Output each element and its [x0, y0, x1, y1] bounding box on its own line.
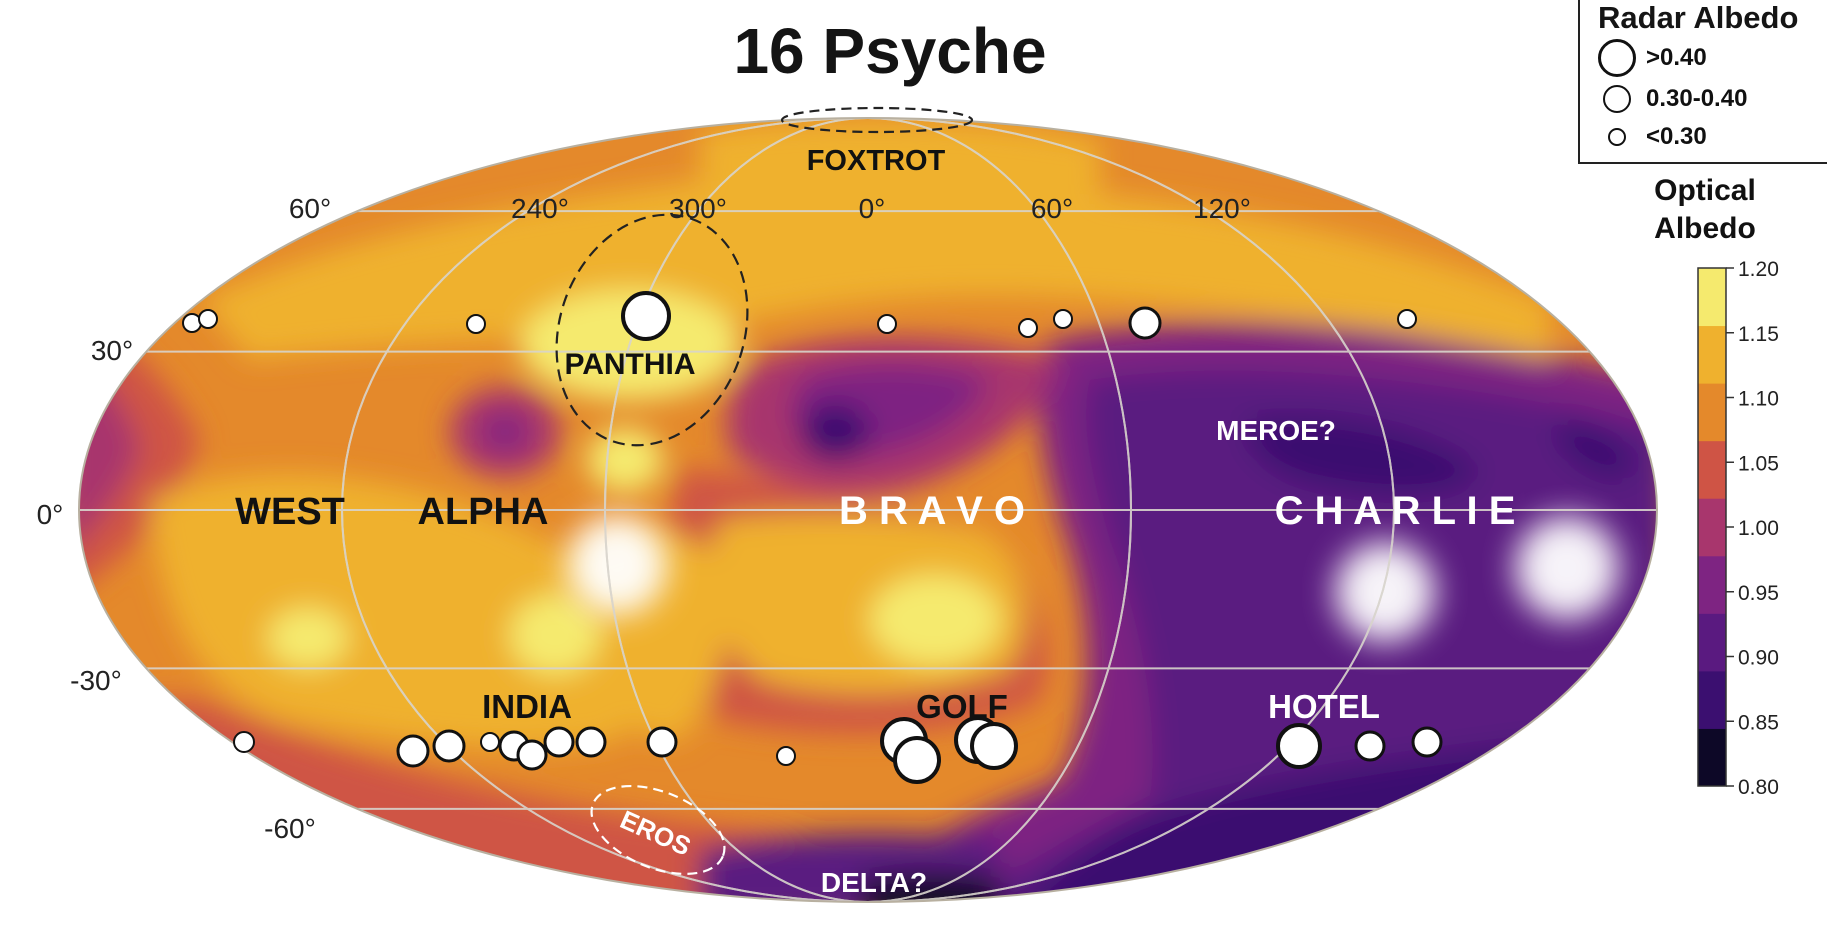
colorbar-segment [1698, 728, 1726, 787]
colorbar-tick-label: 0.90 [1738, 647, 1779, 670]
colorbar-tick-label: 0.85 [1738, 711, 1779, 734]
colorbar-segment [1698, 383, 1726, 442]
lat-label: 0° [37, 499, 64, 530]
radar-point [466, 314, 486, 334]
colorbar-segment [1698, 555, 1726, 614]
lon-label: 300° [669, 193, 727, 224]
colorbar-tick-label: 1.00 [1738, 517, 1779, 540]
radar-point [970, 722, 1018, 770]
radar-point [776, 746, 796, 766]
region-label-west: WEST [235, 491, 345, 533]
lon-label: 60° [289, 193, 331, 224]
region-label-alpha: ALPHA [418, 491, 549, 533]
optical-albedo-colorbar: 0.80 0.85 0.90 0.95 1.00 1.05 1.10 1.15 1.20 [1697, 258, 1779, 799]
region-label-golf: GOLF [916, 688, 1008, 725]
region-label-foxtrot: FOXTROT [807, 145, 946, 177]
radar-point [1053, 309, 1073, 329]
colorbar-segment [1698, 268, 1726, 327]
lon-label: 0° [859, 193, 886, 224]
radar-point [1128, 306, 1162, 340]
region-label-hotel: HOTEL [1268, 688, 1380, 725]
radar-point [646, 726, 678, 758]
radar-point [575, 726, 607, 758]
colorbar-segment [1698, 613, 1726, 672]
meridian-line [604, 118, 1132, 902]
radar-point [877, 314, 897, 334]
radar-point [480, 732, 500, 752]
radar-albedo-legend: Radar Albedo >0.40 0.30-0.40 <0.30 [1578, 0, 1827, 164]
panthia-outline [555, 213, 749, 447]
colorbar-tick-label: 1.05 [1738, 452, 1779, 475]
legend-circle-large-icon [1598, 39, 1636, 77]
region-label-india: INDIA [482, 688, 572, 725]
colorbar-tick-label: 0.80 [1738, 776, 1779, 799]
lon-label: 120° [1193, 193, 1251, 224]
colorbar-tick-label: 1.10 [1738, 388, 1779, 411]
radar-point [516, 739, 548, 771]
radar-point [1018, 318, 1038, 338]
meridian-line [341, 118, 1395, 902]
radar-point [1354, 730, 1386, 762]
albedo-surface [79, 118, 1657, 902]
radar-point [1397, 309, 1417, 329]
legend-item-large: >0.40 [1594, 38, 1707, 78]
legend-item-small: <0.30 [1594, 117, 1707, 157]
legend-circle-small-icon [1608, 128, 1626, 146]
lat-label: -60° [264, 813, 316, 844]
radar-point [621, 291, 671, 341]
colorbar-segment [1698, 440, 1726, 499]
colorbar-segment [1698, 670, 1726, 729]
lon-label: 240° [511, 193, 569, 224]
radar-points [182, 291, 1443, 784]
colorbar-tick-label: 1.20 [1738, 258, 1779, 281]
radar-point [543, 726, 575, 758]
legend-item-medium: 0.30-0.40 [1594, 79, 1747, 119]
radar-point [893, 736, 941, 784]
graticule [79, 118, 1657, 902]
radar-point [198, 309, 218, 329]
radar-glow-spots [567, 515, 1619, 642]
colorbar-segment [1698, 498, 1726, 557]
radar-point [396, 734, 430, 768]
colorbar-tick-label: 1.15 [1738, 323, 1779, 346]
colorbar-title: Optical Albedo [1640, 172, 1770, 248]
map-title: 16 Psyche [733, 15, 1047, 87]
radar-point [1276, 723, 1322, 769]
region-label-meroe: MEROE? [1216, 415, 1336, 446]
legend-circle-medium-icon [1603, 85, 1631, 113]
lon-label: 60° [1031, 193, 1073, 224]
legend-title: Radar Albedo [1598, 0, 1799, 35]
radar-point [233, 731, 255, 753]
lat-label: -30° [70, 665, 122, 696]
colorbar-title-line1: Optical [1654, 174, 1756, 207]
radar-point [432, 729, 466, 763]
eros-outline [590, 784, 726, 876]
globe-outline [78, 117, 1658, 903]
region-label-panthia: PANTHIA [564, 348, 695, 381]
colorbar-tick-label: 0.95 [1738, 582, 1779, 605]
region-label-bravo: B R A V O [839, 489, 1025, 533]
region-label-delta: DELTA? [821, 867, 927, 898]
colorbar-segment [1698, 325, 1726, 384]
colorbar-title-line2: Albedo [1654, 212, 1756, 245]
region-label-charlie: C H A R L I E [1275, 489, 1516, 533]
legend-label: >0.40 [1646, 44, 1707, 71]
legend-label: 0.30-0.40 [1646, 85, 1748, 112]
legend-label: <0.30 [1646, 123, 1707, 150]
radar-point [1411, 726, 1443, 758]
foxtrot-outline [780, 106, 974, 134]
lat-label: 30° [91, 335, 133, 366]
